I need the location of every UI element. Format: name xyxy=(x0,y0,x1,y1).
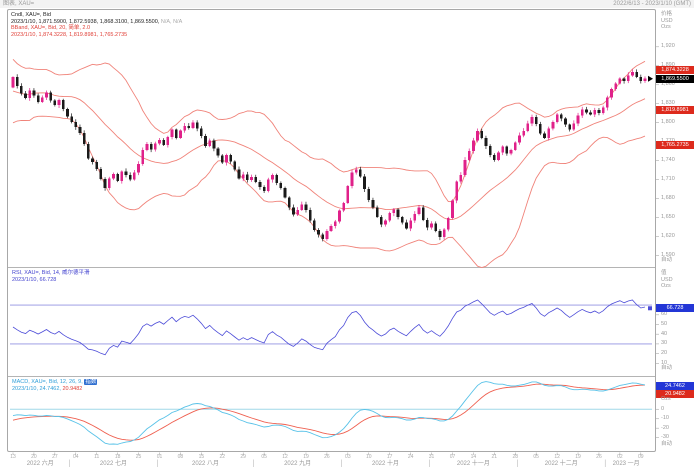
price-axis-units: 价格 USD Ozs xyxy=(661,11,673,31)
rsi-axis-currency-label: USD xyxy=(661,276,673,283)
price-axis[interactable] xyxy=(656,10,694,452)
time-axis[interactable] xyxy=(8,452,654,470)
price-axis-currency-label: USD xyxy=(661,17,673,24)
price-axis-measure-label: Ozs xyxy=(661,24,671,30)
macd-axis-units: Ozs xyxy=(661,396,671,403)
price-axis-unit-label: 价格 xyxy=(661,11,673,17)
rsi-axis-unit-label: 值 xyxy=(661,270,667,276)
date-range: 2022/6/13 - 2023/1/10 (GMT) xyxy=(613,1,691,7)
rsi-axis-measure-label: Ozs xyxy=(661,283,671,289)
price-pane[interactable] xyxy=(8,10,654,267)
pane-divider-rsi-macd xyxy=(8,376,655,377)
macd-axis-measure-label: Ozs xyxy=(661,396,671,402)
topbar: 图表, XAU= 2022/6/13 - 2023/1/10 (GMT) xyxy=(0,0,694,8)
rsi-axis-units: 值 USD Ozs xyxy=(661,270,673,290)
rsi-pane[interactable] xyxy=(8,268,654,376)
rsi-axis-auto-button[interactable]: 自动 xyxy=(661,365,673,371)
macd-pane[interactable] xyxy=(8,377,654,451)
price-axis-auto-button[interactable]: 自动 xyxy=(661,257,673,263)
pane-divider-price-rsi xyxy=(8,267,655,268)
macd-axis-auto-button[interactable]: 自动 xyxy=(661,441,673,447)
chart-title: 图表, XAU= xyxy=(3,1,35,7)
